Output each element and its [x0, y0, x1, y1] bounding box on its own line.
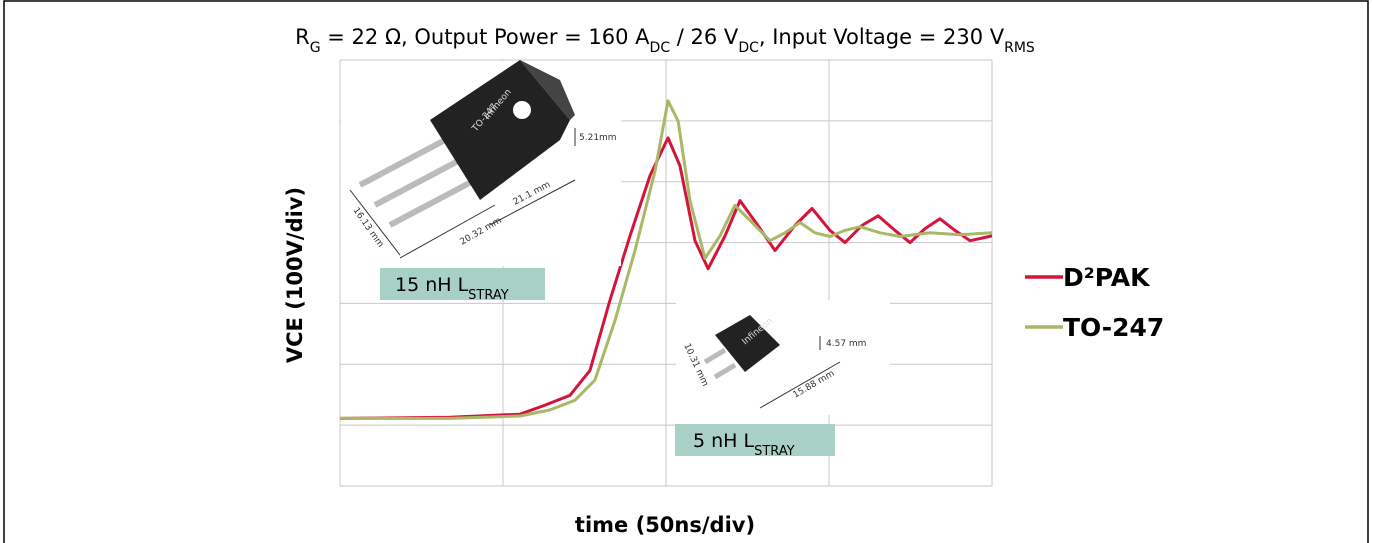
chart-title: RG = 22 Ω, Output Power = 160 ADC / 26 V…	[295, 25, 1035, 56]
to247-photo: Infineon TO-247 5.21mm 21.1 mm 20.32 mm …	[341, 60, 621, 266]
lead	[388, 177, 477, 228]
dim-line	[759, 361, 841, 409]
package-body	[430, 60, 570, 200]
dim-line	[399, 204, 496, 259]
lead	[713, 362, 737, 380]
legend-label: D²PAK	[1063, 263, 1151, 292]
annotation: 5 nH LSTRAY	[693, 430, 795, 459]
title-part: , Input Voltage = 230 V	[759, 25, 1005, 49]
title-sub: DC	[650, 40, 671, 56]
lead	[358, 137, 447, 188]
legend-label: TO-247	[1063, 313, 1164, 342]
title-sub: DC	[738, 40, 759, 56]
annotation-box	[380, 268, 545, 300]
annotation: 15 nH LSTRAY	[395, 274, 509, 303]
package-body	[715, 315, 780, 372]
annotation-sub: STRAY	[468, 288, 509, 303]
dim-line	[489, 179, 576, 226]
lead	[703, 347, 727, 365]
title-part: / 26 V	[670, 25, 739, 49]
d2pak-photo: Infineon 4.57 mm 15.88 mm 10.31 mm	[676, 300, 890, 415]
annotation-sub: STRAY	[754, 444, 795, 459]
dim-label: 4.57 mm	[826, 339, 866, 349]
title-sub: RMS	[1004, 40, 1035, 56]
annotation-text: 5 nH L	[693, 430, 754, 452]
package-tab	[520, 60, 575, 120]
dim-label: 5.21mm	[579, 133, 617, 143]
annotation-text: 15 nH L	[395, 274, 469, 296]
x-axis-label: time (50ns/div)	[575, 513, 755, 537]
dim-line	[349, 189, 401, 256]
lead	[373, 157, 462, 208]
legend: D²PAK TO-247	[1025, 263, 1164, 342]
series-line	[340, 99, 993, 420]
series-line	[339, 136, 993, 420]
frame	[3, 0, 1369, 543]
title-sub: G	[310, 40, 321, 56]
plot-lines	[339, 99, 993, 420]
annotation-box	[675, 424, 835, 456]
y-axis-label: VCE (100V/div)	[283, 187, 307, 363]
title-part: R	[295, 25, 310, 49]
mount-hole	[513, 101, 531, 119]
title-part: = 22 Ω, Output Power = 160 A	[321, 25, 651, 49]
